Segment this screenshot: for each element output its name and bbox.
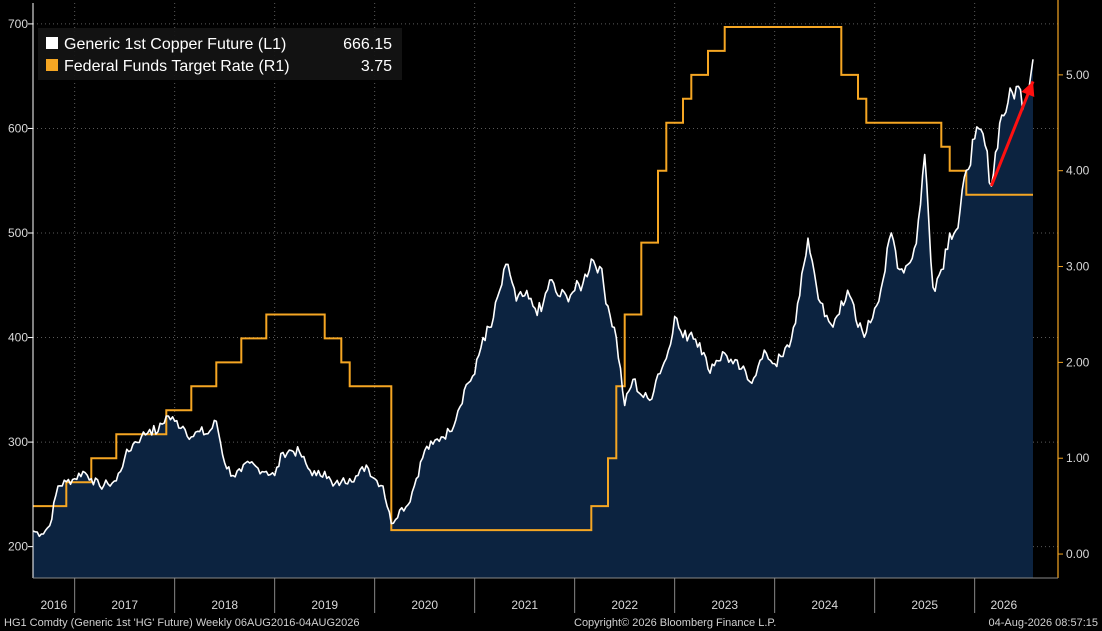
- year-tick-label: 2020: [411, 598, 438, 612]
- right-tick-label: 5.00: [1066, 68, 1090, 82]
- footer-right-text: 04-Aug-2026 08:57:15: [989, 617, 1098, 629]
- copper-area-fill: [33, 59, 1033, 579]
- axes: 200 300 400 500 600 700 0.00 1.00 2.00 3.00 4.00 5.…: [8, 0, 1090, 613]
- year-tick-label: 2023: [711, 598, 738, 612]
- left-tick-label: 300: [8, 435, 28, 449]
- year-tick-label: 2018: [211, 598, 238, 612]
- year-tick-label: 2021: [511, 598, 538, 612]
- right-tick-label: 1.00: [1066, 451, 1090, 465]
- left-tick-label: 700: [8, 17, 28, 31]
- copper-price-line: [32, 59, 1034, 538]
- series-lines: [32, 26, 1034, 538]
- footer-center-text: Copyright© 2026 Bloomberg Finance L.P.: [574, 617, 776, 629]
- legend-background: [38, 28, 402, 80]
- legend-label-copper: Generic 1st Copper Future (L1): [64, 36, 286, 53]
- right-tick-label: 3.00: [1066, 260, 1090, 274]
- left-tick-label: 500: [8, 226, 28, 240]
- year-tick-label: 2017: [111, 598, 138, 612]
- trend-arrow-annotation: [989, 80, 1035, 187]
- year-tick-label: 2024: [811, 598, 838, 612]
- right-tick-label: 2.00: [1066, 355, 1090, 369]
- legend-label-fed-funds: Federal Funds Target Rate (R1): [64, 58, 290, 75]
- legend-value-fed-funds: 3.75: [361, 58, 392, 75]
- footer-left-text: HG1 Comdty (Generic 1st 'HG' Future) Wee…: [4, 617, 360, 629]
- fed-funds-step-line: [33, 26, 1033, 532]
- legend-swatch-fed-funds: [46, 59, 58, 71]
- right-tick-label: 4.00: [1066, 164, 1090, 178]
- year-tick-label: 2019: [311, 598, 338, 612]
- legend-swatch-copper: [46, 37, 58, 49]
- year-tick-label: 2016: [40, 598, 67, 612]
- year-tick-label: 2026: [990, 598, 1017, 612]
- legend: Generic 1st Copper Future (L1) 666.15 Fe…: [38, 28, 402, 80]
- left-tick-label: 200: [8, 540, 28, 554]
- footer: HG1 Comdty (Generic 1st 'HG' Future) Wee…: [4, 617, 1098, 629]
- legend-value-copper: 666.15: [343, 36, 392, 53]
- trend-arrow-head: [1021, 81, 1035, 98]
- left-tick-label: 600: [8, 121, 28, 135]
- right-tick-label: 0.00: [1066, 547, 1090, 561]
- trend-arrow-shaft: [989, 80, 1035, 187]
- year-tick-label: 2025: [911, 598, 938, 612]
- left-tick-label: 400: [8, 331, 28, 345]
- year-tick-label: 2022: [611, 598, 638, 612]
- copper-area-layer: [33, 59, 1033, 579]
